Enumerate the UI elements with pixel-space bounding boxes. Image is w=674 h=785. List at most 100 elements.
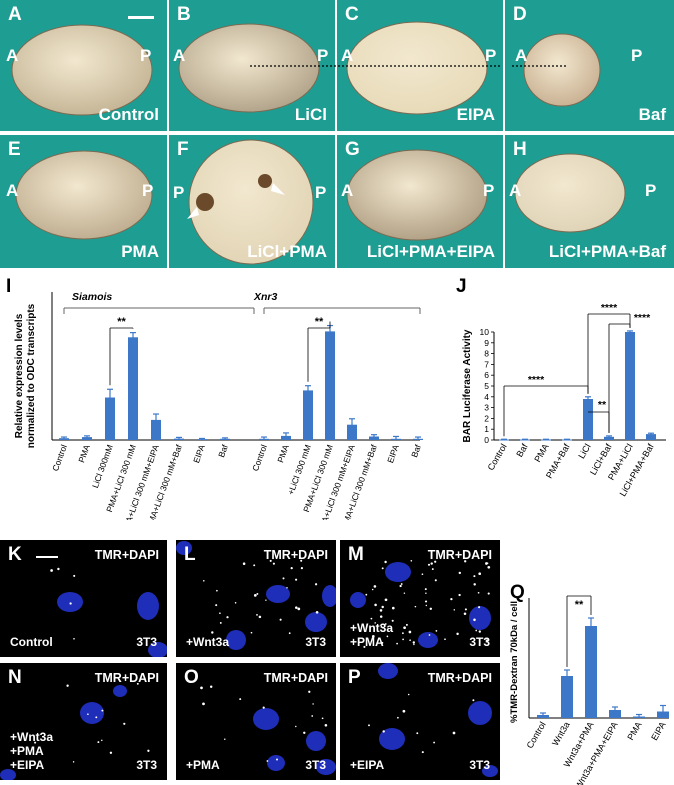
significance-marker: ** [575, 599, 584, 611]
error-bar [199, 437, 205, 440]
cell-line-label: 3T3 [469, 635, 490, 649]
embryo-image [187, 139, 314, 265]
condition-label: Control [10, 635, 53, 649]
panel-label-J: J [456, 276, 467, 297]
bar [541, 439, 551, 441]
tick-label: PMA [76, 443, 92, 464]
condition-line: +PMA [10, 744, 44, 758]
significance-marker: ** [598, 399, 607, 411]
bar [151, 419, 161, 440]
bar [604, 436, 614, 440]
bar [303, 390, 313, 440]
condition-label: +Wnt3a +PMA [350, 621, 393, 649]
cell-line-label: 3T3 [305, 758, 326, 772]
axis-label-right: P [317, 46, 329, 65]
significance-marker: **** [601, 302, 618, 314]
bar [585, 626, 597, 718]
microscopy-image [50, 567, 167, 657]
bar [625, 332, 635, 440]
bar [82, 437, 92, 440]
significance-marker: ** [315, 316, 324, 328]
y-tick-label: 9 [484, 338, 489, 348]
tick-label: LiCl [576, 442, 592, 460]
tick-label: Control [250, 443, 269, 472]
tick-label: Wnt3a+PMA+EIPA [573, 720, 620, 785]
condition-label: +Wnt3a +PMA +EIPA [10, 730, 53, 772]
error-bar [283, 432, 289, 439]
microscopy-image [350, 560, 491, 648]
y-axis-label: Relative expression levels [14, 313, 25, 438]
cell-line-label: 3T3 [469, 758, 490, 772]
stain-label: TMR+DAPI [263, 671, 328, 685]
axis-label-right: P [315, 183, 327, 202]
condition-label: +PMA [186, 758, 220, 772]
error-bar [585, 396, 591, 402]
bar [520, 439, 530, 441]
microscopy-image [0, 682, 150, 780]
panel-label: P [348, 667, 361, 688]
panel-label: A [8, 4, 22, 25]
treatment-label: LiCl+PMA+Baf [548, 242, 666, 261]
y-axis-label: %TMR-Dextran 70kDa / cell [509, 601, 520, 723]
axis-label-right: P [631, 46, 643, 65]
microscopy-panel-L: L TMR+DAPI +Wnt3a 3T3 [176, 540, 336, 657]
axis-label-left: A [6, 181, 19, 200]
y-tick-label: 6 [484, 370, 489, 380]
condition-line: Control [10, 635, 53, 649]
significance-bracket [566, 595, 592, 667]
error-bar [153, 413, 159, 426]
error-bar [606, 435, 612, 438]
tick-label: EIPA [385, 443, 401, 464]
panel-label: G [345, 139, 360, 160]
y-tick-label: 10 [480, 327, 490, 337]
treatment-label: LiCl [294, 105, 327, 124]
error-bar [540, 712, 546, 717]
tick-label: Control [486, 442, 509, 472]
group-label: Xnr3 [253, 291, 278, 303]
panel-label-I: I [6, 276, 12, 297]
tick-label: PMA [532, 442, 550, 464]
tick-label: LiCl 300mM [90, 443, 115, 489]
error-bar [176, 436, 182, 440]
microscopy-image [368, 663, 498, 777]
y-tick-label: 2 [484, 413, 489, 423]
stain-label: TMR+DAPI [427, 548, 492, 562]
condition-line: +PMA [186, 758, 220, 772]
bar [646, 434, 656, 440]
error-bar [107, 388, 113, 406]
bar [347, 424, 357, 440]
embryo-image [15, 150, 153, 240]
panel-label: N [8, 667, 22, 688]
treatment-label: EIPA [456, 105, 495, 124]
y-tick-label: 5 [484, 381, 489, 391]
scale-bar [128, 16, 154, 19]
microscopy-panel-M: M TMR+DAPI +Wnt3a +PMA 3T3 [340, 540, 500, 657]
error-bar [636, 713, 642, 718]
embryo-image [523, 33, 601, 107]
y-tick-label: 0 [484, 435, 489, 445]
bar [369, 436, 379, 440]
condition-label: +EIPA [350, 758, 384, 772]
group-bracket [263, 307, 421, 314]
stain-label: TMR+DAPI [94, 671, 159, 685]
panel-label: E [8, 139, 21, 160]
bar [128, 337, 138, 440]
embryo-panel-F: F P P LiCl+PMA [169, 135, 335, 268]
condition-line: +Wnt3a [10, 730, 54, 744]
tick-label: Control [525, 720, 548, 750]
embryo-panel-E: E A P PMA [0, 135, 167, 268]
bar [561, 676, 573, 718]
group-bracket [63, 307, 255, 314]
cell-line-label: 3T3 [305, 635, 326, 649]
embryo-image [514, 153, 626, 233]
axis-label-left: A [173, 46, 186, 65]
y-tick-label: 1 [484, 424, 489, 434]
axis-label-left: A [341, 181, 354, 200]
significance-bracket [503, 385, 589, 437]
embryo-image [11, 24, 153, 116]
microscopy-image [200, 685, 336, 775]
panel-label: C [345, 4, 359, 25]
tick-label: PMA [625, 720, 643, 742]
tick-label: EIPA [191, 443, 207, 464]
